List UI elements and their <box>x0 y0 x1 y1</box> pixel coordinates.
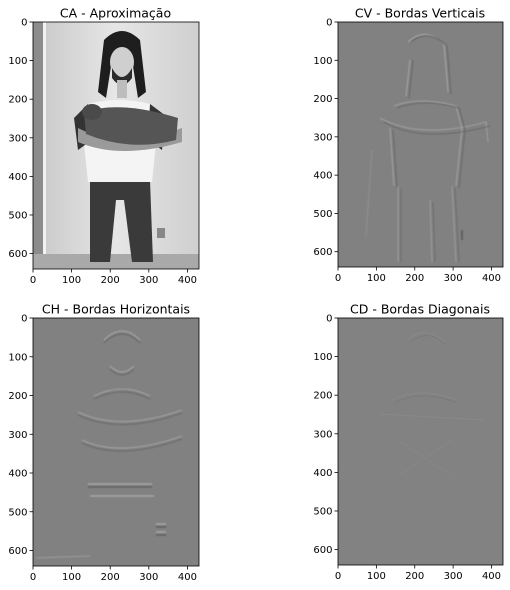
y-tick-label: 500 <box>313 209 332 220</box>
panel-title-ca: CA - Aproximação <box>60 6 171 21</box>
axes-ticks-ch: 0 100 200 300 400 0 100 200 300 400 500 600 <box>8 314 197 584</box>
x-tick-label: 400 <box>482 273 501 284</box>
x-tick-label: 0 <box>30 275 36 286</box>
panel-cd: CD - Bordas Diagonais 0 100 200 300 400 0 100 2… <box>313 302 504 583</box>
axes-frame-cv <box>337 21 504 268</box>
y-tick-label: 400 <box>313 468 332 479</box>
image-ca <box>33 22 199 269</box>
y-tick-label: 300 <box>313 132 332 143</box>
image-cd <box>338 318 503 565</box>
x-tick-label: 200 <box>101 275 120 286</box>
axes-frame-cd <box>337 317 504 566</box>
y-tick-label: 400 <box>8 172 27 183</box>
x-tick-label: 400 <box>178 275 197 286</box>
y-tick-label: 400 <box>313 171 332 182</box>
y-tick-label: 600 <box>313 545 332 556</box>
y-tick-label: 200 <box>313 94 332 105</box>
y-tick-label: 100 <box>313 56 332 67</box>
y-tick-label: 0 <box>326 18 332 29</box>
panel-title-cv: CV - Bordas Verticais <box>355 6 485 21</box>
x-tick-label: 100 <box>367 571 386 582</box>
y-tick-label: 200 <box>8 391 27 402</box>
panel-title-cd: CD - Bordas Diagonais <box>350 302 490 317</box>
x-tick-label: 100 <box>62 572 81 583</box>
y-tick-label: 0 <box>21 18 27 29</box>
x-tick-label: 100 <box>62 275 81 286</box>
y-tick-label: 200 <box>8 95 27 106</box>
x-tick-label: 300 <box>139 572 158 583</box>
x-tick-label: 200 <box>101 572 120 583</box>
axes-ticks-ca: 0 100 200 300 400 0 100 200 300 400 500 600 <box>8 18 197 287</box>
x-tick-label: 200 <box>405 571 424 582</box>
y-tick-label: 200 <box>313 391 332 402</box>
image-cv <box>338 22 503 267</box>
x-tick-label: 300 <box>139 275 158 286</box>
panel-cv: CV - Bordas Verticais 0 100 200 300 400 0 100 2… <box>313 6 504 285</box>
y-tick-label: 600 <box>8 546 27 557</box>
x-tick-label: 400 <box>482 571 501 582</box>
y-tick-label: 500 <box>8 210 27 221</box>
x-tick-label: 100 <box>367 273 386 284</box>
y-tick-label: 600 <box>8 249 27 260</box>
x-tick-label: 300 <box>444 571 463 582</box>
axes-ticks-cd: 0 100 200 300 400 0 100 200 300 400 500 600 <box>313 314 501 583</box>
y-tick-label: 600 <box>313 247 332 258</box>
y-tick-label: 300 <box>8 133 27 144</box>
axes-ticks-cv: 0 100 200 300 400 0 100 200 300 400 500 600 <box>313 18 501 285</box>
panel-ch: CH - Bordas Horizontais 0 100 200 300 400 0 10… <box>8 302 200 584</box>
y-tick-label: 100 <box>313 352 332 363</box>
panel-title-ch: CH - Bordas Horizontais <box>42 302 190 317</box>
y-tick-label: 400 <box>8 469 27 480</box>
x-tick-label: 0 <box>335 571 341 582</box>
y-tick-label: 300 <box>313 429 332 440</box>
y-tick-label: 0 <box>21 314 27 325</box>
y-tick-label: 0 <box>326 314 332 325</box>
y-tick-label: 100 <box>8 352 27 363</box>
axes-frame-ca <box>32 21 200 270</box>
y-tick-label: 500 <box>8 507 27 518</box>
image-ch <box>33 318 199 566</box>
x-tick-label: 0 <box>335 273 341 284</box>
x-tick-label: 0 <box>30 572 36 583</box>
x-tick-label: 400 <box>178 572 197 583</box>
y-tick-label: 100 <box>8 56 27 67</box>
x-tick-label: 200 <box>405 273 424 284</box>
panel-ca: CA - Aproximação <box>8 6 200 287</box>
x-tick-label: 300 <box>444 273 463 284</box>
axes-frame-ch <box>32 317 200 567</box>
y-tick-label: 300 <box>8 430 27 441</box>
y-tick-label: 500 <box>313 506 332 517</box>
